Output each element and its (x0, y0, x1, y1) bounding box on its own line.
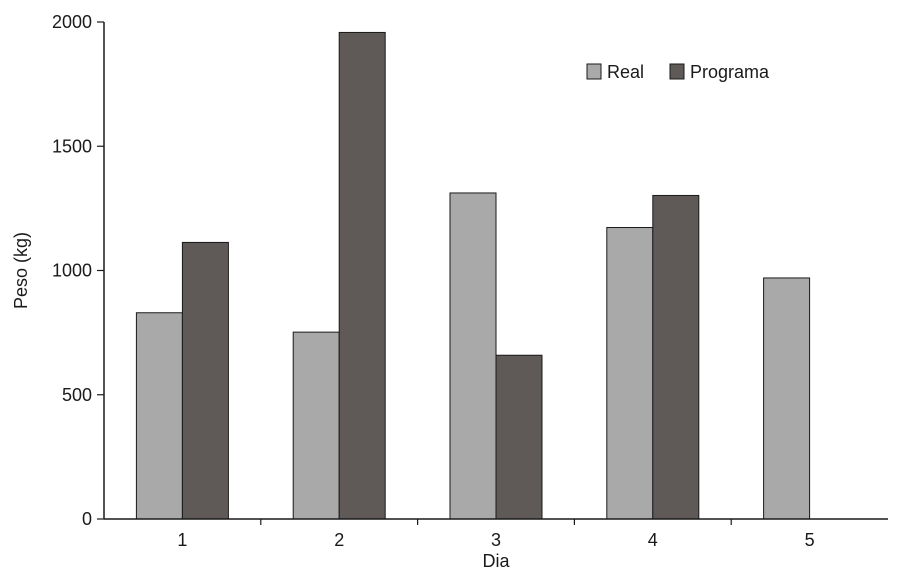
x-ticks-layer: 1 2 3 4 5 (177, 519, 814, 550)
y-tick-label-0: 0 (82, 509, 92, 529)
legend-label-real: Real (607, 62, 644, 82)
x-axis-title: Dia (482, 551, 510, 571)
bar-real-dia-4 (607, 228, 653, 519)
bar-real-dia-1 (136, 313, 182, 519)
legend: Real Programa (587, 62, 770, 82)
x-tick-label-5: 5 (805, 530, 815, 550)
y-tick-label-1500: 1500 (52, 136, 92, 156)
x-tick-label-1: 1 (177, 530, 187, 550)
x-tick-label-2: 2 (334, 530, 344, 550)
bar-real-dia-3 (450, 193, 496, 519)
legend-swatch-programa (670, 64, 684, 79)
bar-programa-dia-2 (339, 32, 385, 519)
bars-layer (136, 32, 809, 519)
y-axis-title: Peso (kg) (11, 232, 31, 309)
bar-programa-dia-4 (653, 195, 699, 519)
legend-label-programa: Programa (690, 62, 770, 82)
bar-real-dia-5 (764, 278, 810, 519)
legend-swatch-real (587, 64, 601, 79)
y-tick-label-1000: 1000 (52, 261, 92, 281)
bar-programa-dia-1 (182, 242, 228, 519)
y-tick-label-2000: 2000 (52, 12, 92, 32)
y-ticks-layer: 0 500 1000 1500 2000 (52, 12, 104, 529)
bar-programa-dia-3 (496, 355, 542, 519)
y-tick-label-500: 500 (62, 385, 92, 405)
x-tick-label-4: 4 (648, 530, 658, 550)
bar-real-dia-2 (293, 332, 339, 519)
x-tick-label-3: 3 (491, 530, 501, 550)
